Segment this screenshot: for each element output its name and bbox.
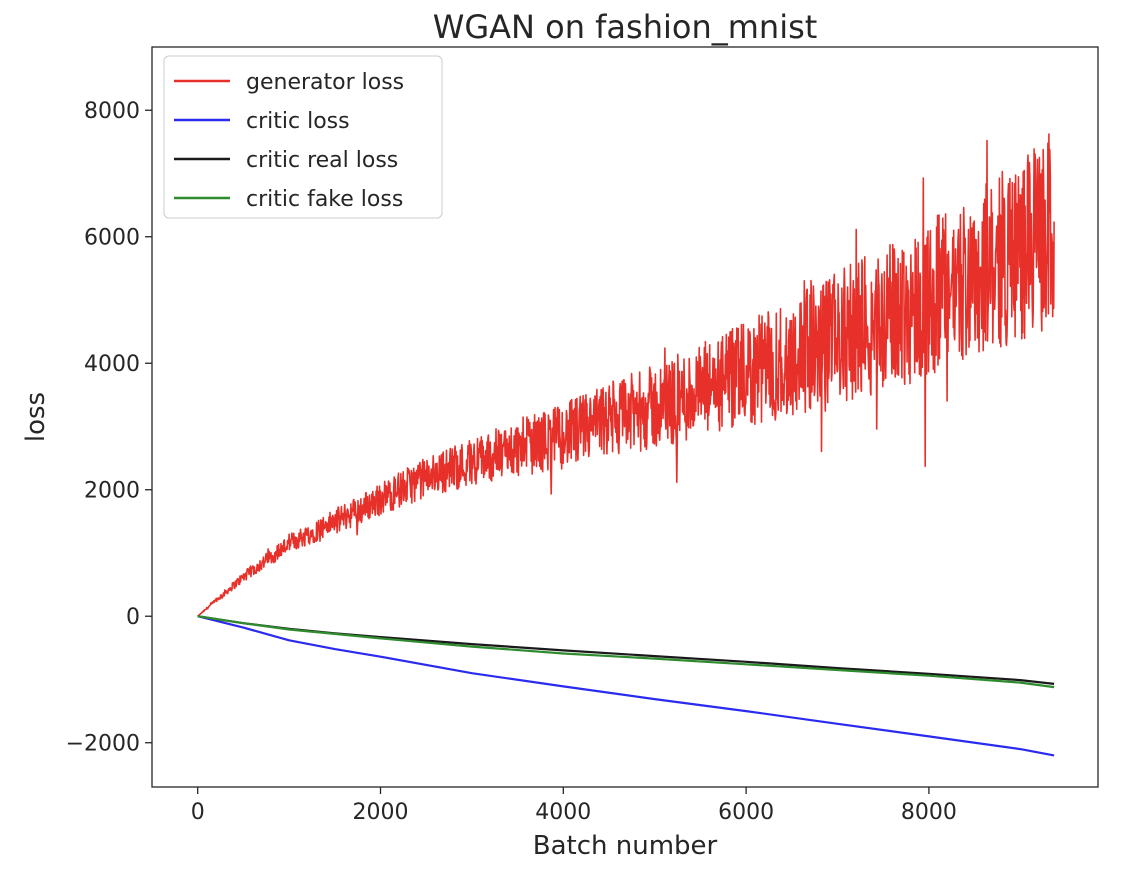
x-tick-label: 2000 <box>353 800 409 825</box>
y-tick-label: 4000 <box>84 352 140 377</box>
series-line-critic-real-loss <box>198 616 1054 684</box>
x-tick-label: 6000 <box>718 800 774 825</box>
legend-label: critic loss <box>246 109 350 134</box>
y-axis-label: loss <box>21 392 51 442</box>
series-line-critic-loss <box>198 616 1054 755</box>
chart-title: WGAN on fashion_mnist <box>433 8 818 46</box>
y-axis: −2000 0 2000 4000 6000 8000 <box>66 99 152 756</box>
x-axis-label: Batch number <box>533 831 718 861</box>
series-line-critic-fake-loss <box>198 616 1054 687</box>
legend: generator loss critic loss critic real los… <box>164 56 442 218</box>
x-axis: 0 2000 4000 6000 8000 <box>191 787 957 825</box>
x-tick-label: 4000 <box>535 800 591 825</box>
plot-area <box>198 134 1054 755</box>
y-tick-label: 0 <box>126 605 140 630</box>
legend-label: critic fake loss <box>246 187 403 212</box>
y-tick-label: 2000 <box>84 479 140 504</box>
legend-label: critic real loss <box>246 148 398 173</box>
y-tick-label: −2000 <box>66 732 140 757</box>
x-tick-label: 0 <box>191 800 205 825</box>
x-tick-label: 8000 <box>901 800 957 825</box>
legend-label: generator loss <box>246 70 404 95</box>
y-tick-label: 8000 <box>84 99 140 124</box>
y-tick-label: 6000 <box>84 226 140 251</box>
